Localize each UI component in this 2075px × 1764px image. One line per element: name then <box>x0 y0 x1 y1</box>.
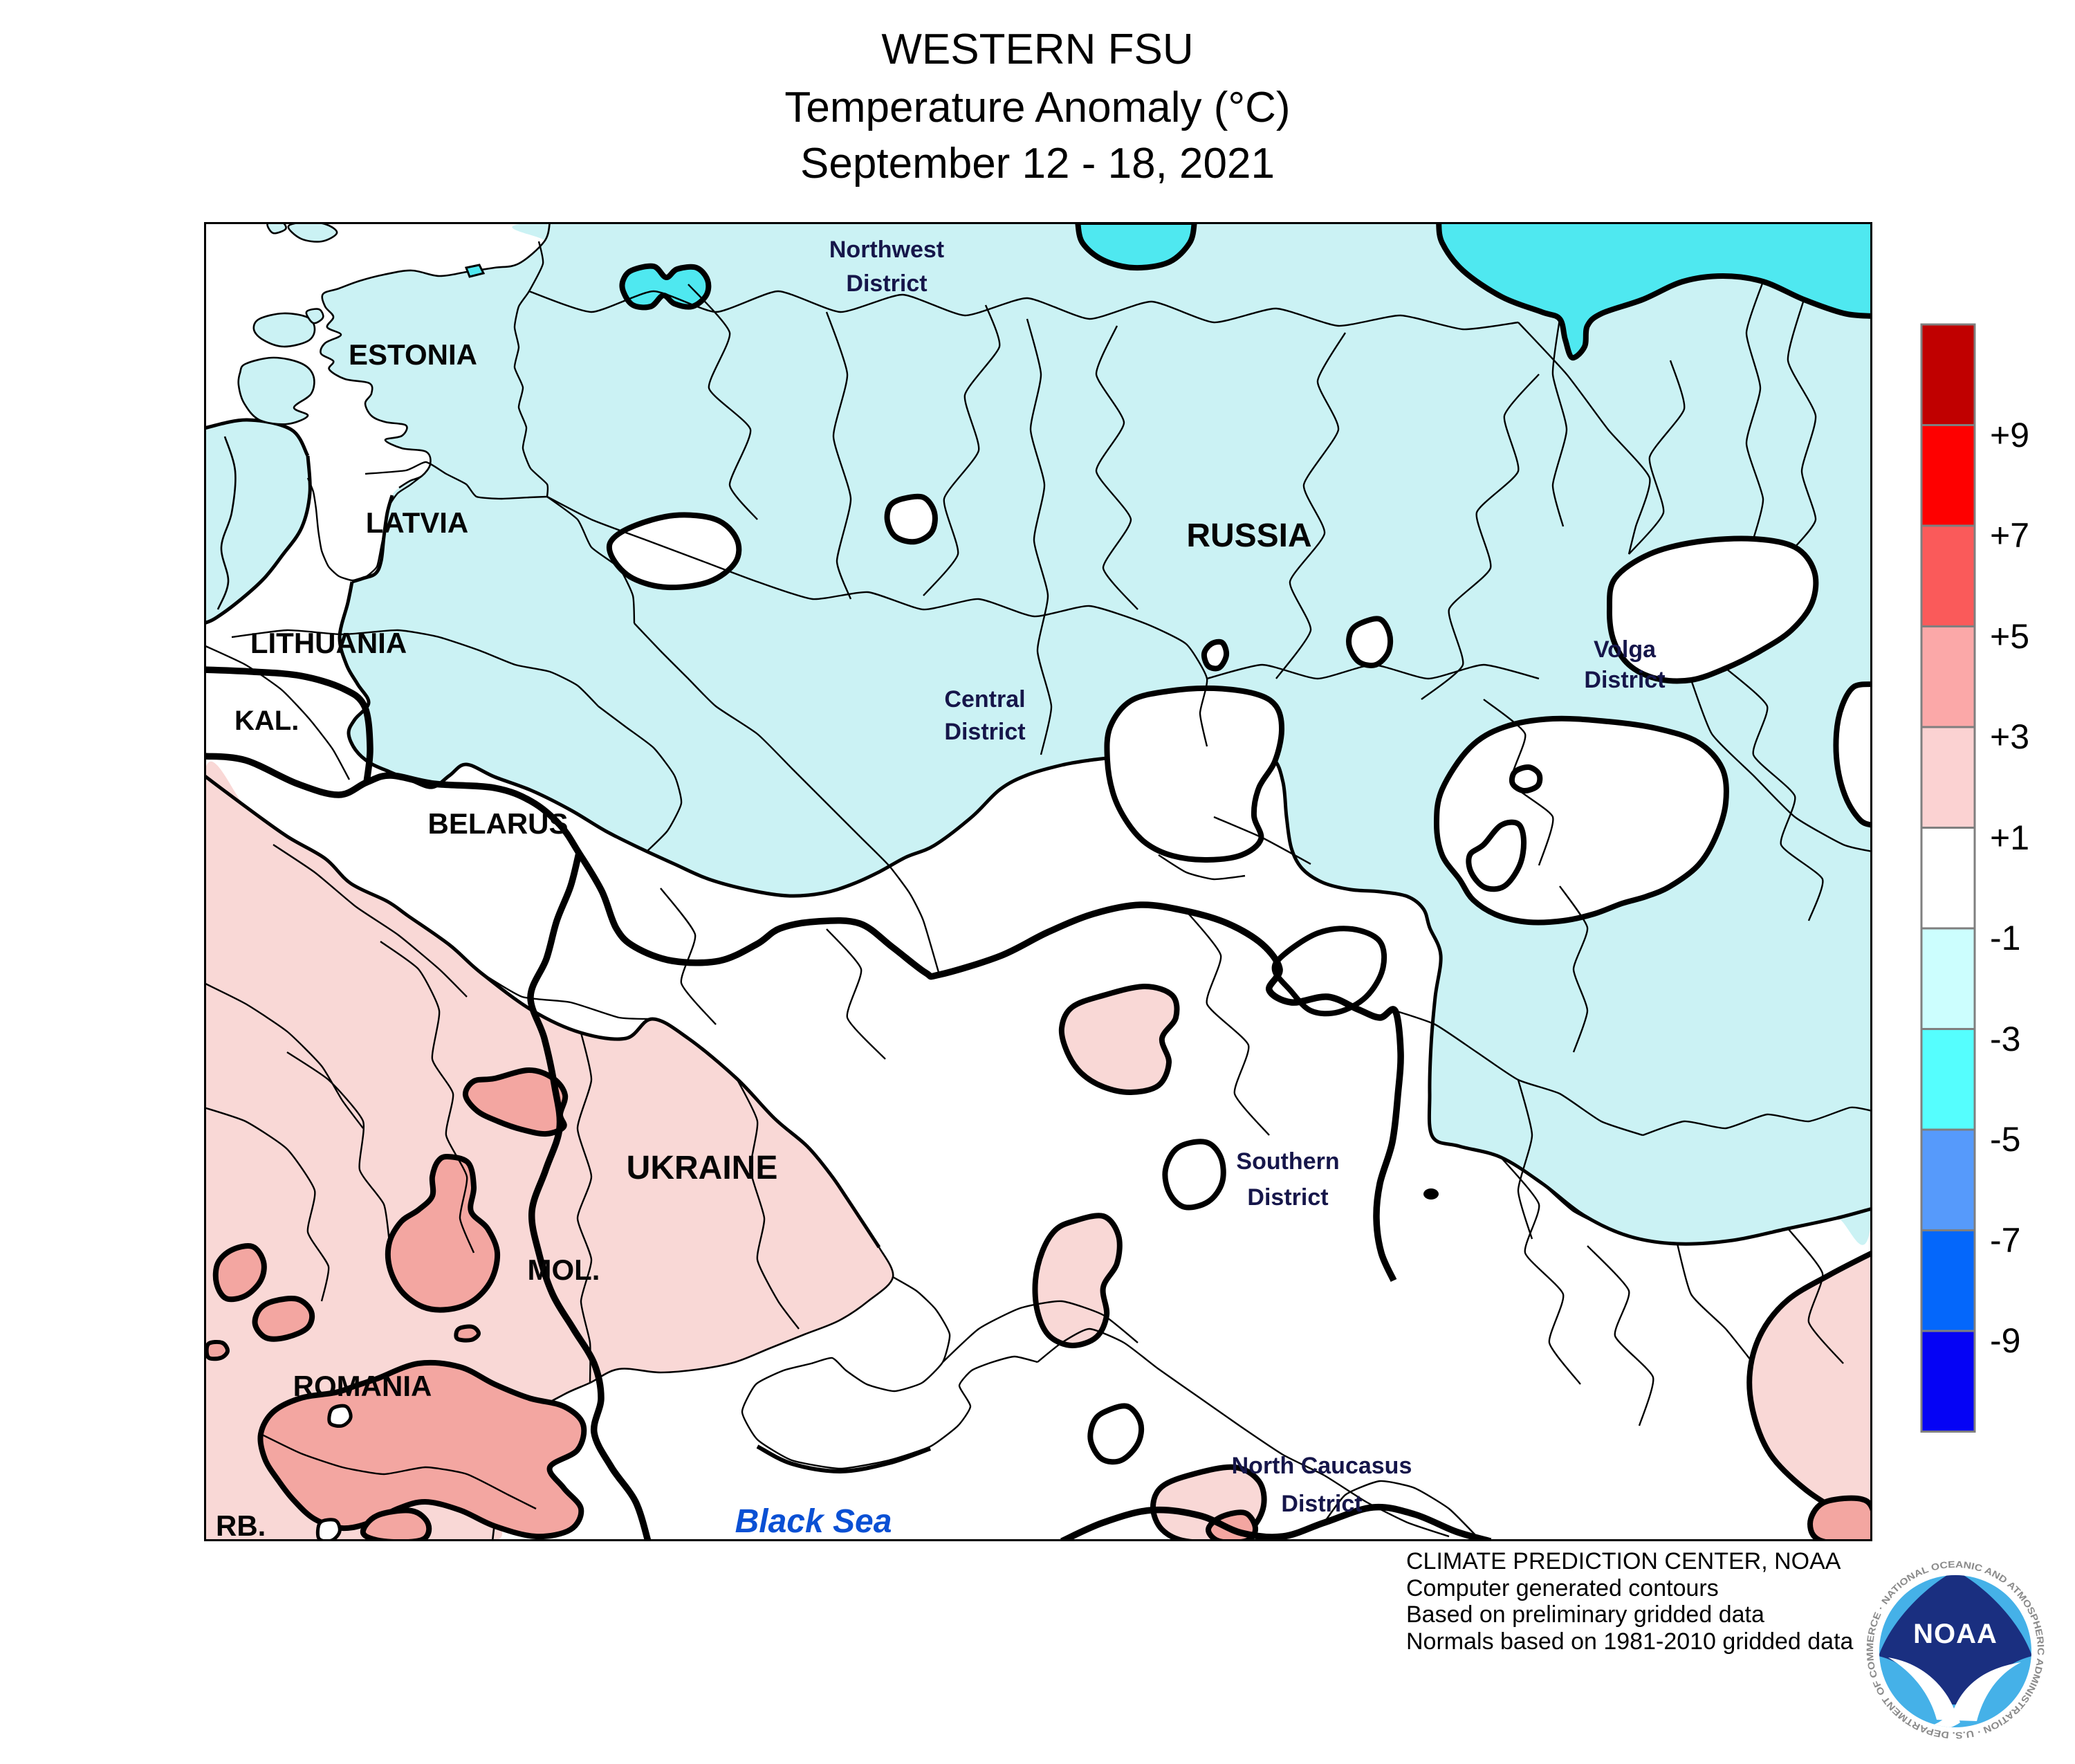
svg-text:+1: +1 <box>1990 818 2029 857</box>
svg-text:UKRAINE: UKRAINE <box>627 1150 778 1186</box>
svg-text:District: District <box>1247 1184 1328 1211</box>
svg-text:+9: +9 <box>1990 416 2029 454</box>
svg-text:Northwest: Northwest <box>829 237 944 263</box>
svg-text:LATVIA: LATVIA <box>366 506 469 539</box>
svg-text:Southern: Southern <box>1236 1148 1339 1175</box>
svg-text:-1: -1 <box>1990 919 2020 957</box>
svg-text:-3: -3 <box>1990 1020 2020 1058</box>
svg-text:KAL.: KAL. <box>234 706 299 736</box>
svg-text:+5: +5 <box>1990 617 2029 656</box>
svg-text:Volga: Volga <box>1594 636 1657 663</box>
svg-text:District: District <box>944 719 1025 745</box>
svg-text:Black Sea: Black Sea <box>735 1503 892 1540</box>
svg-text:District: District <box>1281 1491 1362 1517</box>
svg-text:MOL.: MOL. <box>528 1253 600 1286</box>
svg-text:-9: -9 <box>1990 1321 2020 1360</box>
svg-text:ROMANIA: ROMANIA <box>293 1370 432 1402</box>
svg-text:Central: Central <box>944 686 1025 713</box>
svg-text:-5: -5 <box>1990 1120 2020 1159</box>
svg-text:RUSSIA: RUSSIA <box>1186 517 1311 554</box>
svg-text:NOAA: NOAA <box>1913 1619 1998 1649</box>
svg-text:-7: -7 <box>1990 1221 2020 1260</box>
svg-text:ESTONIA: ESTONIA <box>349 338 477 371</box>
svg-text:District: District <box>1584 667 1665 693</box>
svg-text:RB.: RB. <box>216 1509 266 1541</box>
svg-text:District: District <box>846 270 927 297</box>
svg-text:BELARUS: BELARUS <box>427 807 568 840</box>
svg-text:+3: +3 <box>1990 717 2029 756</box>
svg-text:North Caucasus: North Caucasus <box>1232 1453 1412 1479</box>
svg-text:LITHUANIA: LITHUANIA <box>250 627 407 659</box>
svg-text:+7: +7 <box>1990 516 2029 555</box>
